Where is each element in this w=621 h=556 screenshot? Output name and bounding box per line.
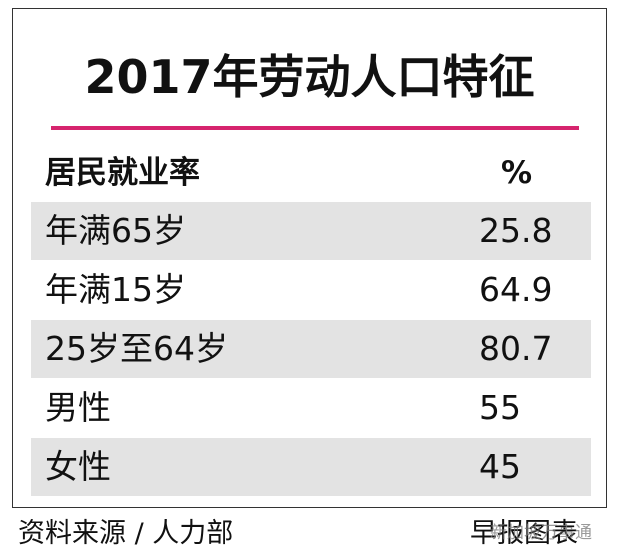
header-row: 居民就业率%: [31, 144, 591, 202]
row-label: 男性: [45, 388, 111, 427]
table-row: 年满65岁 25.8: [31, 202, 591, 260]
column-header: 居民就业率: [45, 155, 200, 191]
credit: 早报图表: [470, 518, 578, 549]
table-row: 年满15岁 64.9: [31, 261, 591, 319]
row-label: 女性: [45, 447, 111, 486]
source: 资料来源 / 人力部: [18, 518, 234, 549]
cell-value: 25.8: [479, 211, 553, 250]
table-row: 男性 55: [31, 379, 591, 437]
table-row: 25岁至64岁 80.7: [31, 320, 591, 378]
divider: [51, 126, 579, 130]
table-card: 2017年劳动人口特征 居民就业率% 年满65岁 25.8 年满15岁 64.9 25岁至…: [12, 8, 607, 508]
watermark: 新加坡万事通: [490, 523, 592, 543]
column-header: %: [501, 155, 533, 191]
cell-value: 80.7: [479, 329, 553, 368]
row-label: 25岁至64岁: [45, 329, 228, 368]
cell-value: 55: [479, 388, 521, 427]
row-label: 年满65岁: [45, 211, 186, 250]
title: 2017年劳动人口特征: [84, 50, 535, 104]
cell-value: 45: [479, 447, 521, 486]
table-row: 女性 45: [31, 438, 591, 496]
row-label: 年满15岁: [45, 270, 186, 309]
cell-value: 64.9: [479, 270, 553, 309]
